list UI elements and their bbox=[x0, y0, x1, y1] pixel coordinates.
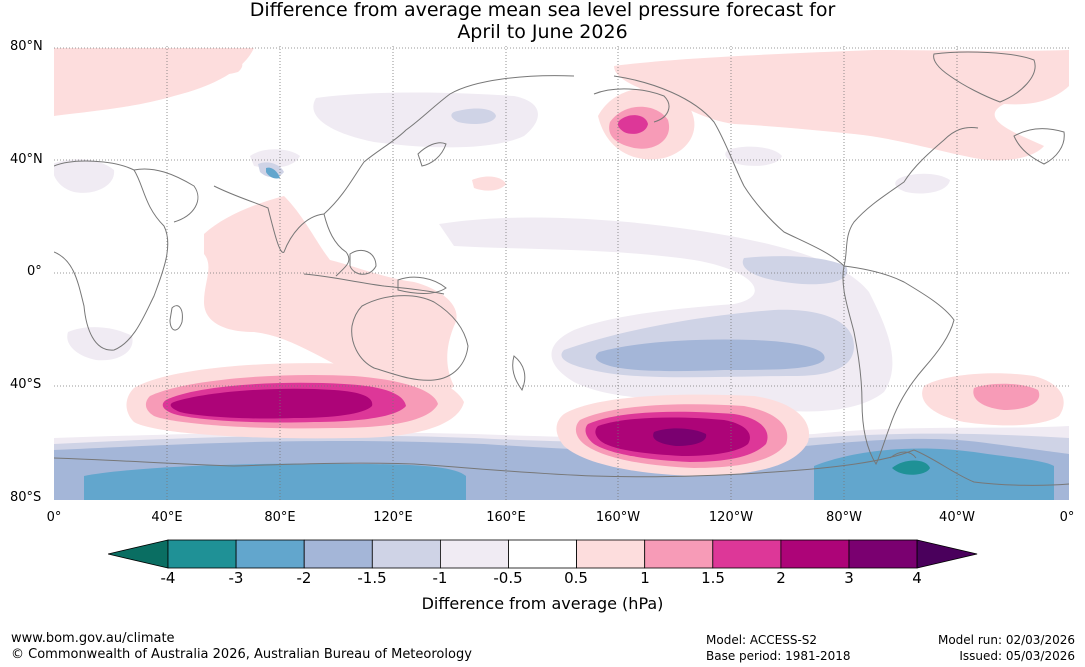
lon-label-120w: 120°W bbox=[708, 510, 754, 525]
coast-africa bbox=[54, 160, 169, 351]
colorbar-tick-label: -3 bbox=[228, 569, 244, 587]
negative-anomaly-shading bbox=[54, 92, 1069, 500]
north-pacific-low-1 bbox=[451, 108, 496, 124]
antarctic-low-3 bbox=[84, 463, 466, 500]
coast-se-asia bbox=[323, 213, 350, 277]
colorbar-tick-label: -1.5 bbox=[357, 569, 387, 587]
indian-ocean-high-0p5 bbox=[204, 196, 457, 393]
colorbar bbox=[108, 539, 978, 569]
south-africa-low-0p5 bbox=[67, 327, 133, 361]
coast-india bbox=[213, 185, 325, 253]
north-pacific-low-0p5 bbox=[313, 92, 538, 148]
antarctic-low-4 bbox=[892, 460, 930, 475]
colorbar-segment bbox=[848, 539, 918, 569]
coast-borneo bbox=[349, 250, 377, 275]
colorbar-tick-label: -0.5 bbox=[493, 569, 523, 587]
lon-label-80w: 80°W bbox=[826, 510, 862, 525]
lat-label-40n: 40°N bbox=[10, 152, 43, 167]
coast-greenland bbox=[933, 51, 1036, 103]
colorbar-tick-label: 2 bbox=[776, 569, 786, 587]
colorbar-tick-label: -4 bbox=[160, 569, 176, 587]
base-period: Base period: 1981-2018 bbox=[706, 649, 851, 663]
lon-label-160e: 160°E bbox=[486, 510, 526, 525]
copyright-notice: © Commonwealth of Australia 2026, Austra… bbox=[11, 647, 472, 662]
colorbar-segment bbox=[439, 539, 509, 569]
colorbar-tick-label: 1.5 bbox=[701, 569, 725, 587]
coast-alaska bbox=[593, 88, 670, 123]
colorbar-title: Difference from average (hPa) bbox=[421, 594, 664, 613]
coast-japan bbox=[417, 142, 447, 167]
coast-arabia bbox=[133, 168, 199, 223]
coast-europe bbox=[1013, 128, 1065, 165]
north-america-low-0p5 bbox=[725, 146, 782, 166]
colorbar-segment bbox=[303, 539, 373, 569]
south-pacific-low-1p5 bbox=[595, 339, 825, 372]
lat-label-40s: 40°S bbox=[10, 377, 42, 392]
coast-north-america bbox=[613, 75, 979, 267]
colorbar-segment bbox=[576, 539, 646, 569]
positive-anomaly-shading bbox=[54, 48, 1069, 476]
colorbar-segment bbox=[167, 539, 237, 569]
lon-label-0-east: 0° bbox=[1059, 510, 1075, 525]
colorbar-extend-high bbox=[916, 539, 978, 569]
coast-south-america bbox=[842, 265, 955, 466]
south-indian-high-2 bbox=[170, 388, 373, 419]
south-atlantic-high-1 bbox=[973, 383, 1040, 410]
colorbar-tick-label: -2 bbox=[296, 569, 312, 587]
pressure-anomaly-map bbox=[54, 46, 1069, 500]
lat-label-80n: 80°N bbox=[10, 39, 43, 54]
colorbar-tick-label: -1 bbox=[432, 569, 448, 587]
colorbar-tick-label: 4 bbox=[912, 569, 922, 587]
coast-indonesia bbox=[303, 273, 445, 295]
issued-date: Issued: 05/03/2026 bbox=[959, 649, 1075, 663]
coast-east-asia bbox=[323, 75, 575, 215]
colorbar-segment bbox=[235, 539, 305, 569]
coast-antarctica bbox=[54, 449, 1069, 486]
aleutian-high-1p5 bbox=[617, 115, 648, 134]
tibet-low-2 bbox=[266, 167, 280, 179]
lon-label-40w: 40°W bbox=[939, 510, 975, 525]
colorbar-tick-label: 1 bbox=[640, 569, 650, 587]
colorbar-segment bbox=[371, 539, 441, 569]
north-atlantic-low-0p5 bbox=[895, 173, 950, 194]
colorbar-segment bbox=[780, 539, 850, 569]
lat-label-80s: 80°S bbox=[10, 490, 42, 505]
coastlines bbox=[54, 51, 1069, 486]
lon-label-160w: 160°W bbox=[595, 510, 641, 525]
colorbar-segment bbox=[712, 539, 782, 569]
lat-label-equator: 0° bbox=[27, 264, 42, 279]
colorbar-segment bbox=[508, 539, 577, 569]
pacific-low-1 bbox=[742, 256, 848, 285]
map-title-line2: April to June 2026 bbox=[457, 21, 628, 43]
model-name: Model: ACCESS-S2 bbox=[706, 633, 818, 647]
colorbar-tick-label: 3 bbox=[844, 569, 854, 587]
coast-madagascar bbox=[169, 305, 183, 331]
arctic-high-east bbox=[168, 50, 243, 76]
north-pacific-small-high bbox=[472, 176, 506, 191]
coast-antarctic-peninsula bbox=[889, 451, 917, 459]
south-pacific-high-3 bbox=[653, 428, 707, 446]
colorbar-tick-label: 0.5 bbox=[564, 569, 588, 587]
model-run-date: Model run: 02/03/2026 bbox=[937, 633, 1075, 647]
map-title-line1: Difference from average mean sea level p… bbox=[249, 0, 836, 21]
coast-australia bbox=[351, 295, 469, 381]
lon-label-40e: 40°E bbox=[151, 510, 183, 525]
bom-website-link[interactable]: www.bom.gov.au/climate bbox=[11, 631, 175, 646]
lon-label-120e: 120°E bbox=[373, 510, 413, 525]
graticule bbox=[54, 46, 1069, 500]
east-asia-low-0p5 bbox=[54, 159, 115, 193]
north-america-high-0p5 bbox=[614, 50, 1069, 161]
lon-label-80e: 80°E bbox=[264, 510, 296, 525]
colorbar-extend-low bbox=[108, 539, 169, 569]
lon-label-0-west: 0° bbox=[46, 510, 62, 525]
coast-new-guinea bbox=[397, 276, 447, 294]
colorbar-segment bbox=[644, 539, 714, 569]
coast-new-zealand bbox=[512, 355, 526, 391]
